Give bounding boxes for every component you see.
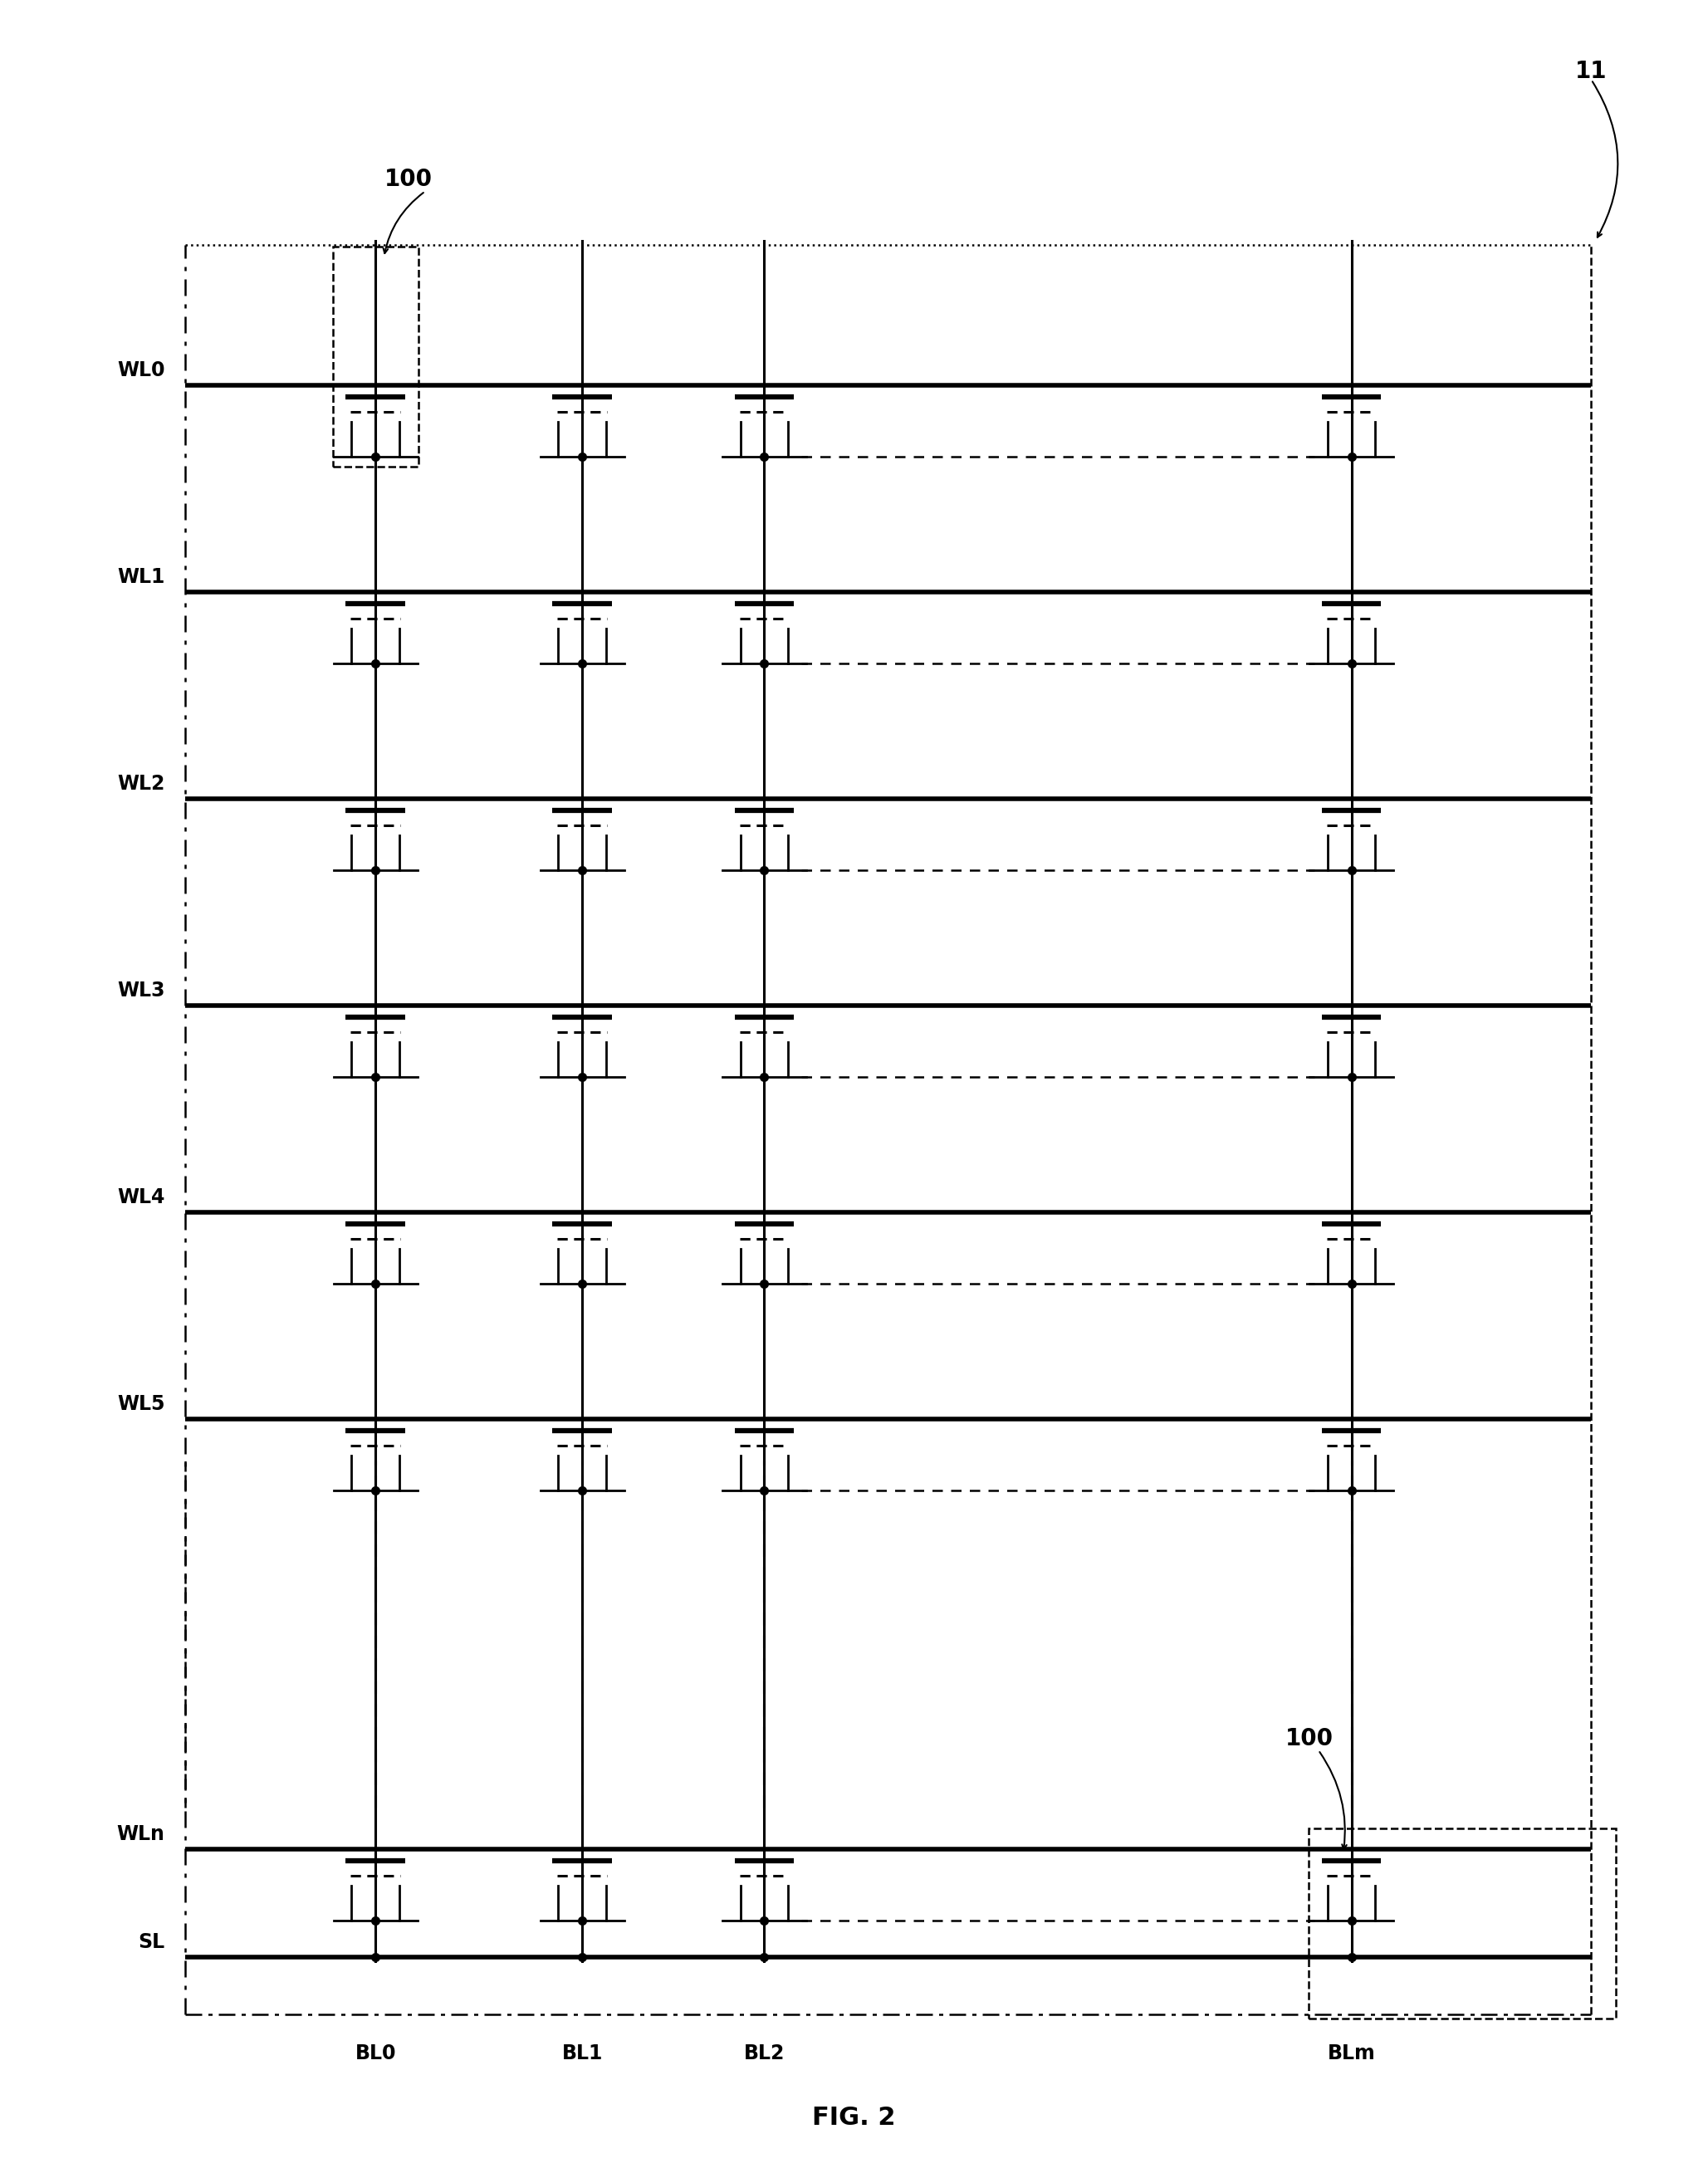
Text: 100: 100 (384, 169, 432, 191)
Text: WL4: WL4 (118, 1188, 164, 1208)
Bar (1308, 1828, 1616, 2018)
Text: BL0: BL0 (355, 2044, 396, 2064)
Text: BL1: BL1 (562, 2044, 603, 2064)
Text: WL1: WL1 (118, 568, 164, 588)
Text: WLn: WLn (116, 1825, 164, 1845)
Text: SL: SL (138, 1932, 164, 1951)
Bar (333, 247, 418, 466)
Text: FIG. 2: FIG. 2 (811, 2105, 895, 2131)
Text: WL2: WL2 (118, 774, 164, 793)
Text: WL5: WL5 (116, 1394, 164, 1414)
Text: 100: 100 (1284, 1728, 1334, 1750)
Text: 11: 11 (1575, 61, 1607, 82)
Text: WL3: WL3 (116, 980, 164, 1002)
Text: BLm: BLm (1327, 2044, 1375, 2064)
Text: BL2: BL2 (743, 2044, 784, 2064)
Text: WL0: WL0 (116, 360, 164, 382)
